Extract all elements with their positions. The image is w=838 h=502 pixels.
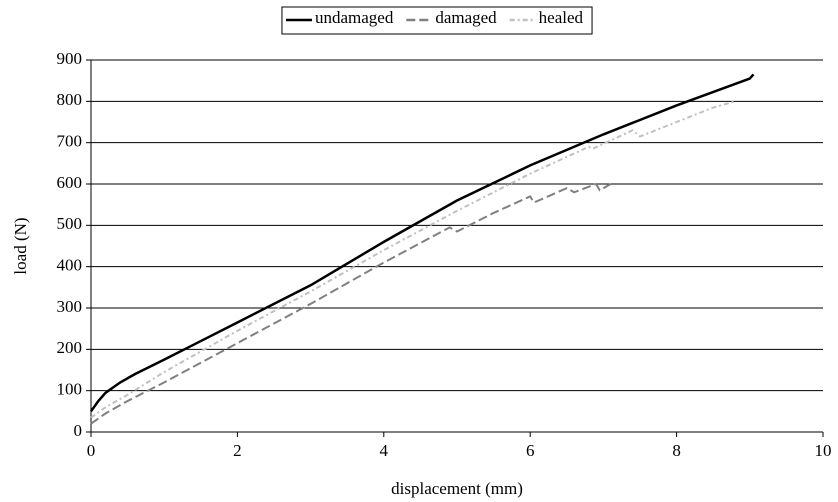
x-tick-label: 8 <box>672 441 681 460</box>
legend-box <box>281 6 593 35</box>
x-tick-label: 4 <box>380 441 389 460</box>
x-tick-label: 2 <box>233 441 242 460</box>
y-tick-label: 700 <box>57 132 83 151</box>
legend-label: undamaged <box>315 8 394 27</box>
y-tick-label: 400 <box>57 256 83 275</box>
y-tick-label: 500 <box>57 214 83 233</box>
x-tick-label: 0 <box>87 441 96 460</box>
y-tick-label: 900 <box>57 49 83 68</box>
x-tick-label: 6 <box>526 441 535 460</box>
y-tick-label: 300 <box>57 297 83 316</box>
x-tick-label: 10 <box>815 441 832 460</box>
y-tick-label: 100 <box>57 380 83 399</box>
y-axis-label: load (N) <box>11 217 30 274</box>
y-tick-label: 0 <box>74 421 83 440</box>
x-axis-label: displacement (mm) <box>391 479 523 498</box>
legend-label: healed <box>539 8 584 27</box>
y-tick-label: 600 <box>57 173 83 192</box>
line-series <box>89 73 755 413</box>
y-tick-label: 200 <box>57 338 83 357</box>
y-tick-label: 800 <box>57 90 83 109</box>
line-series <box>90 182 612 425</box>
legend-label: damaged <box>435 8 497 27</box>
